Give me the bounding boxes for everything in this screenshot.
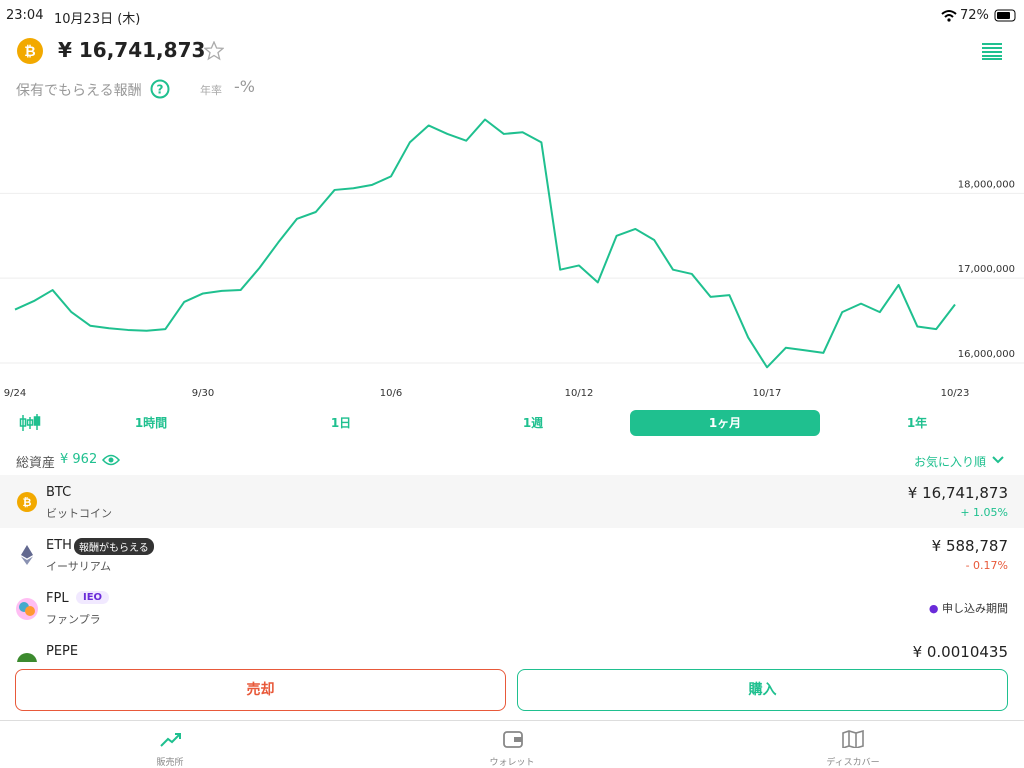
nav-label[interactable]: ディスカバー [826, 758, 880, 768]
range-tab[interactable]: 1時間 [134, 416, 168, 430]
nav-icon[interactable] [160, 731, 182, 749]
reward-badge: 報酬がもらえる [74, 538, 154, 555]
coin-row[interactable]: PEPE ¥ 0.0010435 [0, 634, 1024, 664]
coin-icon [16, 598, 38, 620]
status-date: 10月23日 (木) [54, 12, 141, 27]
range-tab[interactable]: 1日 [330, 416, 352, 430]
coin-name: ファンプラ [46, 613, 101, 626]
svg-text:?: ? [157, 83, 164, 97]
divider [0, 720, 1024, 721]
svg-text:₿: ₿ [24, 44, 35, 60]
eye-icon[interactable] [102, 453, 120, 467]
coin-name: イーサリアム [46, 560, 112, 573]
y-tick-label: 16,000,000 [958, 349, 1015, 360]
rate-value: -% [234, 77, 255, 96]
ieo-badge: IEO [76, 591, 110, 604]
sell-button[interactable]: 売却 [15, 669, 506, 711]
x-tick-label: 10/17 [753, 388, 782, 399]
rate-label: 年率 [200, 84, 222, 97]
btc-logo: ₿ [17, 38, 43, 64]
status-time: 23:04 [6, 8, 44, 23]
battery-text: 72% [960, 8, 989, 23]
reward-label: 保有でもらえる報酬 [16, 83, 142, 99]
menu-icon[interactable] [981, 42, 1003, 60]
x-tick-label: 10/12 [565, 388, 594, 399]
nav-icon[interactable] [502, 730, 524, 748]
range-tab[interactable]: 1年 [906, 416, 928, 430]
coin-change: - 0.17% [965, 559, 1008, 572]
coin-price: ¥ 588,787 [931, 537, 1008, 555]
y-tick-label: 18,000,000 [958, 179, 1015, 190]
x-tick-label: 9/24 [4, 388, 26, 399]
coin-symbol: FPL [46, 591, 69, 606]
assets-value: ¥ 962 [60, 452, 98, 467]
x-tick-label: 10/23 [941, 388, 970, 399]
range-tab[interactable]: 1ヶ月 [630, 410, 820, 436]
nav-label[interactable]: ウォレット [489, 758, 535, 768]
svg-text:₿: ₿ [23, 496, 32, 509]
coin-row[interactable]: FPL IEO ファンプラ ● 申し込み期間 [0, 581, 1024, 634]
coin-row[interactable]: ₿ BTC ビットコイン ¥ 16,741,873 + 1.05% [0, 475, 1024, 528]
range-tab[interactable]: 1週 [522, 416, 544, 430]
coin-row[interactable]: ETH 報酬がもらえる イーサリアム ¥ 588,787 - 0.17% [0, 528, 1024, 581]
y-tick-label: 17,000,000 [958, 264, 1015, 275]
coin-name: ビットコイン [46, 507, 112, 520]
nav-label[interactable]: 販売所 [156, 758, 184, 768]
coin-status: ● 申し込み期間 [928, 602, 1008, 615]
header-price: ¥ 16,741,873 [58, 38, 206, 62]
status-text: 申し込み期間 [942, 602, 1008, 615]
coin-symbol: BTC [46, 485, 72, 500]
coin-price: ¥ 0.0010435 [912, 643, 1008, 661]
favorite-star[interactable] [204, 41, 224, 61]
sort-label[interactable]: お気に入り順 [913, 455, 986, 469]
sort-chevron[interactable] [991, 454, 1005, 466]
candle-icon[interactable] [18, 413, 42, 433]
coin-symbol: PEPE [46, 644, 79, 659]
status-icons [941, 9, 1016, 22]
coin-price: ¥ 16,741,873 [907, 484, 1008, 502]
coin-icon [21, 545, 33, 565]
help-icon[interactable]: ? [150, 79, 170, 99]
coin-symbol: ETH [46, 538, 72, 553]
price-chart: 16,000,000 17,000,000 18,000,000 9/24 9/30 10… [0, 118, 1024, 399]
price-line [14, 118, 956, 369]
coin-icon [17, 653, 37, 664]
assets-label: 総資産 [16, 456, 56, 471]
x-tick-label: 9/30 [192, 388, 214, 399]
x-tick-label: 10/6 [380, 388, 402, 399]
coin-icon: ₿ [17, 492, 37, 512]
buy-button[interactable]: 購入 [517, 669, 1008, 711]
nav-icon[interactable] [842, 730, 864, 748]
coin-change: + 1.05% [960, 506, 1008, 519]
